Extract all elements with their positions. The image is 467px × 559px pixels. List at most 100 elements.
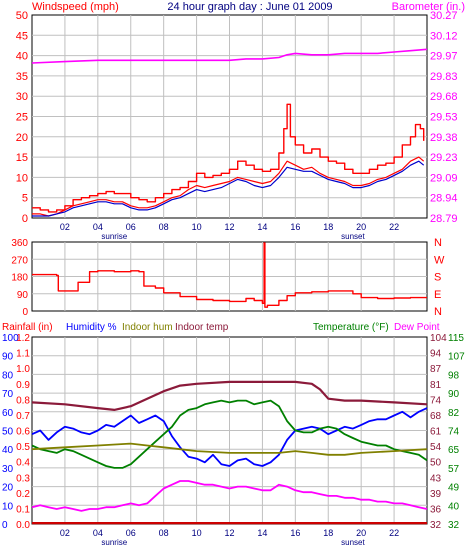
windspeed-tick-label: 15 bbox=[16, 152, 28, 164]
x-tick-label: 06 bbox=[126, 528, 136, 538]
temperature-tick-label: 65 bbox=[448, 445, 460, 456]
dew_point-series-line bbox=[31, 480, 428, 512]
compass-tick-label: E bbox=[434, 289, 441, 301]
windspeed-tick-label: 20 bbox=[16, 132, 28, 144]
baro-series-line bbox=[31, 48, 428, 64]
temperature-tick-label: 50 bbox=[430, 458, 442, 469]
humidity-tick-label: 20 bbox=[2, 483, 14, 494]
windspeed-tick-label: 45 bbox=[16, 30, 28, 42]
x-tick-label: 14 bbox=[257, 222, 267, 232]
sunset-label: sunset bbox=[341, 232, 365, 241]
compass-tick-label: N bbox=[434, 237, 442, 249]
sunrise-label: sunrise bbox=[101, 538, 127, 547]
temperature-tick-label: 94 bbox=[430, 349, 442, 360]
rainfall-tick-label: 1.1 bbox=[16, 349, 30, 360]
indoor_hum-series-line bbox=[31, 442, 428, 456]
rainfall-tick-label: 1.2 bbox=[16, 333, 30, 344]
compass-tick-label: N bbox=[434, 306, 442, 318]
humidity-tick-label: 100 bbox=[2, 333, 19, 344]
sunrise-label: sunrise bbox=[101, 232, 127, 241]
temperature-tick-label: 32 bbox=[430, 520, 442, 531]
sunset-label: sunset bbox=[341, 538, 365, 547]
direction-tick-label: 0 bbox=[22, 307, 28, 318]
temperature-tick-label: 107 bbox=[448, 352, 465, 363]
windspeed-axis-title: Windspeed (mph) bbox=[32, 1, 119, 13]
dew-point-axis-title: Dew Point bbox=[394, 322, 440, 333]
temperature-tick-label: 68 bbox=[430, 411, 442, 422]
temperature-tick-label: 49 bbox=[448, 483, 460, 494]
windspeed-tick-label: 25 bbox=[16, 112, 28, 124]
compass-tick-label: W bbox=[434, 254, 445, 266]
avg-series-line bbox=[32, 160, 425, 217]
x-tick-label: 22 bbox=[389, 222, 399, 232]
windspeed-tick-label: 30 bbox=[16, 91, 28, 103]
temperature-tick-label: 57 bbox=[448, 464, 460, 475]
temperature-tick-label: 32 bbox=[448, 520, 460, 531]
rainfall-tick-label: 0.2 bbox=[16, 489, 30, 500]
temperature-tick-label: 115 bbox=[448, 333, 464, 344]
rainfall-tick-label: 0.7 bbox=[16, 411, 30, 422]
windspeed-tick-label: 10 bbox=[16, 172, 28, 184]
windspeed-tick-label: 5 bbox=[22, 193, 28, 205]
humidity-tick-label: 70 bbox=[2, 389, 14, 400]
temperature-tick-label: 104 bbox=[430, 333, 447, 344]
direction-tick-label: 180 bbox=[11, 273, 28, 284]
x-tick-label: 02 bbox=[60, 528, 70, 538]
x-tick-label: 12 bbox=[224, 222, 234, 232]
windspeed-tick-label: 40 bbox=[16, 51, 28, 63]
rainfall-tick-label: 0.8 bbox=[16, 395, 30, 406]
barometer-tick-label: 29.83 bbox=[430, 71, 458, 83]
rainfall-tick-label: 0.6 bbox=[16, 427, 30, 438]
rainfall-tick-label: 0.0 bbox=[16, 520, 30, 531]
temperature-tick-label: 82 bbox=[448, 408, 460, 419]
temperature-tick-label: 74 bbox=[430, 395, 442, 406]
humidity-tick-label: 10 bbox=[2, 501, 14, 512]
compass-tick-label: S bbox=[434, 272, 441, 284]
temperature-tick-label: 74 bbox=[448, 427, 460, 438]
rainfall-tick-label: 0.4 bbox=[16, 458, 30, 469]
indoor-hum-axis-title: Indoor hum bbox=[122, 322, 173, 333]
wind-series-line bbox=[32, 156, 425, 217]
x-tick-label: 18 bbox=[323, 528, 333, 538]
rainfall-tick-label: 0.3 bbox=[16, 473, 30, 484]
temperature-tick-label: 39 bbox=[430, 489, 442, 500]
x-tick-label: 12 bbox=[224, 528, 234, 538]
x-tick-label: 06 bbox=[126, 222, 136, 232]
temperature-tick-label: 81 bbox=[430, 380, 442, 391]
windspeed-tick-label: 35 bbox=[16, 71, 28, 83]
barometer-tick-label: 28.79 bbox=[430, 213, 458, 225]
rainfall-tick-label: 1.0 bbox=[16, 364, 30, 375]
barometer-axis-title: Barometer (in.) bbox=[392, 1, 465, 13]
temperature-tick-label: 54 bbox=[430, 442, 442, 453]
barometer-tick-label: 29.97 bbox=[430, 51, 458, 63]
x-tick-label: 08 bbox=[159, 528, 169, 538]
humidity-tick-label: 50 bbox=[2, 427, 14, 438]
humidity-tick-label: 0 bbox=[2, 520, 8, 531]
graph-title: 24 hour graph day : June 01 2009 bbox=[167, 1, 332, 13]
direction-tick-label: 360 bbox=[11, 238, 28, 249]
x-tick-label: 14 bbox=[257, 528, 267, 538]
rainfall-tick-label: 0.5 bbox=[16, 442, 30, 453]
x-tick-label: 16 bbox=[290, 528, 300, 538]
temperature-axis-title: Temperature (°F) bbox=[313, 322, 389, 333]
windspeed-tick-label: 50 bbox=[16, 10, 28, 22]
direction-tick-label: 90 bbox=[17, 290, 29, 301]
barometer-tick-label: 29.53 bbox=[430, 112, 458, 124]
rainfall-tick-label: 0.1 bbox=[16, 504, 30, 515]
x-tick-label: 02 bbox=[60, 222, 70, 232]
dir-series-line bbox=[32, 242, 427, 308]
x-tick-label: 04 bbox=[93, 528, 103, 538]
humidity-series-line bbox=[31, 407, 428, 467]
humidity-tick-label: 60 bbox=[2, 408, 14, 419]
temperature-tick-label: 90 bbox=[448, 389, 460, 400]
barometer-tick-label: 29.09 bbox=[430, 172, 458, 184]
direction-tick-label: 270 bbox=[11, 255, 28, 266]
gust-series-line bbox=[32, 103, 425, 213]
temperature-tick-label: 98 bbox=[448, 370, 460, 381]
temperature-tick-label: 87 bbox=[430, 364, 442, 375]
windspeed-tick-label: 0 bbox=[22, 213, 28, 225]
rainfall-axis-title: Rainfall (in) bbox=[2, 322, 53, 333]
barometer-tick-label: 30.12 bbox=[430, 30, 458, 42]
humidity-tick-label: 80 bbox=[2, 370, 14, 381]
